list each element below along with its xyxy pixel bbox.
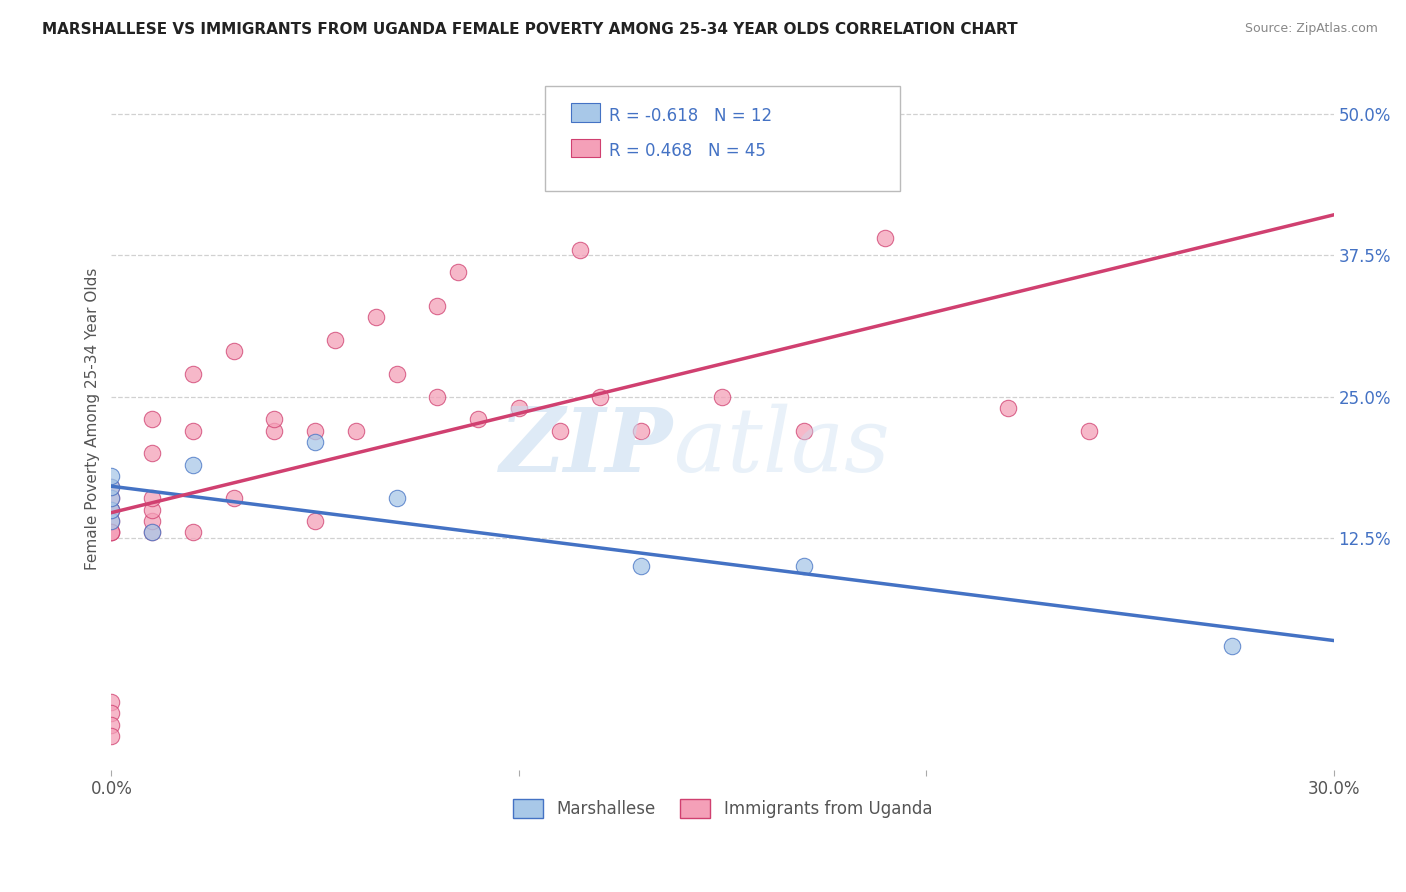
Point xyxy=(263,412,285,426)
Point xyxy=(385,367,408,381)
Point xyxy=(426,390,449,404)
Point xyxy=(100,525,122,540)
Point xyxy=(997,401,1019,415)
Point xyxy=(141,514,163,528)
Point xyxy=(793,559,815,574)
Point xyxy=(100,502,122,516)
Point xyxy=(141,502,163,516)
Text: R = -0.618   N = 12: R = -0.618 N = 12 xyxy=(609,107,772,125)
Point xyxy=(181,424,204,438)
Point xyxy=(100,729,122,743)
Point xyxy=(100,514,122,528)
Point xyxy=(100,706,122,721)
Point xyxy=(100,502,122,516)
Point xyxy=(100,525,122,540)
Point xyxy=(222,344,245,359)
FancyBboxPatch shape xyxy=(571,103,600,122)
Point xyxy=(181,367,204,381)
Point xyxy=(589,390,612,404)
Point xyxy=(100,491,122,506)
Point xyxy=(100,502,122,516)
Point xyxy=(793,424,815,438)
Point xyxy=(304,424,326,438)
Text: atlas: atlas xyxy=(673,404,890,491)
Point xyxy=(100,491,122,506)
Point xyxy=(344,424,367,438)
Legend: Marshallese, Immigrants from Uganda: Marshallese, Immigrants from Uganda xyxy=(506,792,939,825)
Point xyxy=(141,412,163,426)
Point xyxy=(366,310,388,325)
Point xyxy=(568,243,591,257)
FancyBboxPatch shape xyxy=(546,86,900,191)
Point xyxy=(447,265,470,279)
Point xyxy=(141,525,163,540)
Point xyxy=(100,480,122,494)
Text: MARSHALLESE VS IMMIGRANTS FROM UGANDA FEMALE POVERTY AMONG 25-34 YEAR OLDS CORRE: MARSHALLESE VS IMMIGRANTS FROM UGANDA FE… xyxy=(42,22,1018,37)
Point xyxy=(100,514,122,528)
Point xyxy=(304,514,326,528)
Point xyxy=(467,412,489,426)
Point xyxy=(426,299,449,313)
Point xyxy=(304,434,326,449)
Point xyxy=(181,525,204,540)
Point xyxy=(100,695,122,709)
Point xyxy=(100,525,122,540)
Text: ZIP: ZIP xyxy=(501,404,673,491)
Point xyxy=(141,525,163,540)
Point xyxy=(508,401,530,415)
Text: R = 0.468   N = 45: R = 0.468 N = 45 xyxy=(609,143,766,161)
Point xyxy=(630,424,652,438)
Point xyxy=(100,480,122,494)
Point xyxy=(1078,424,1101,438)
Point xyxy=(222,491,245,506)
Point xyxy=(263,424,285,438)
Point xyxy=(1220,639,1243,653)
Point xyxy=(385,491,408,506)
Point xyxy=(630,559,652,574)
Point xyxy=(548,424,571,438)
Point xyxy=(100,468,122,483)
Y-axis label: Female Poverty Among 25-34 Year Olds: Female Poverty Among 25-34 Year Olds xyxy=(86,268,100,571)
Point xyxy=(141,491,163,506)
Text: Source: ZipAtlas.com: Source: ZipAtlas.com xyxy=(1244,22,1378,36)
Point xyxy=(181,458,204,472)
Point xyxy=(141,446,163,460)
Point xyxy=(100,717,122,731)
Point xyxy=(711,390,734,404)
Point xyxy=(325,333,347,347)
Point xyxy=(875,231,897,245)
FancyBboxPatch shape xyxy=(571,138,600,157)
